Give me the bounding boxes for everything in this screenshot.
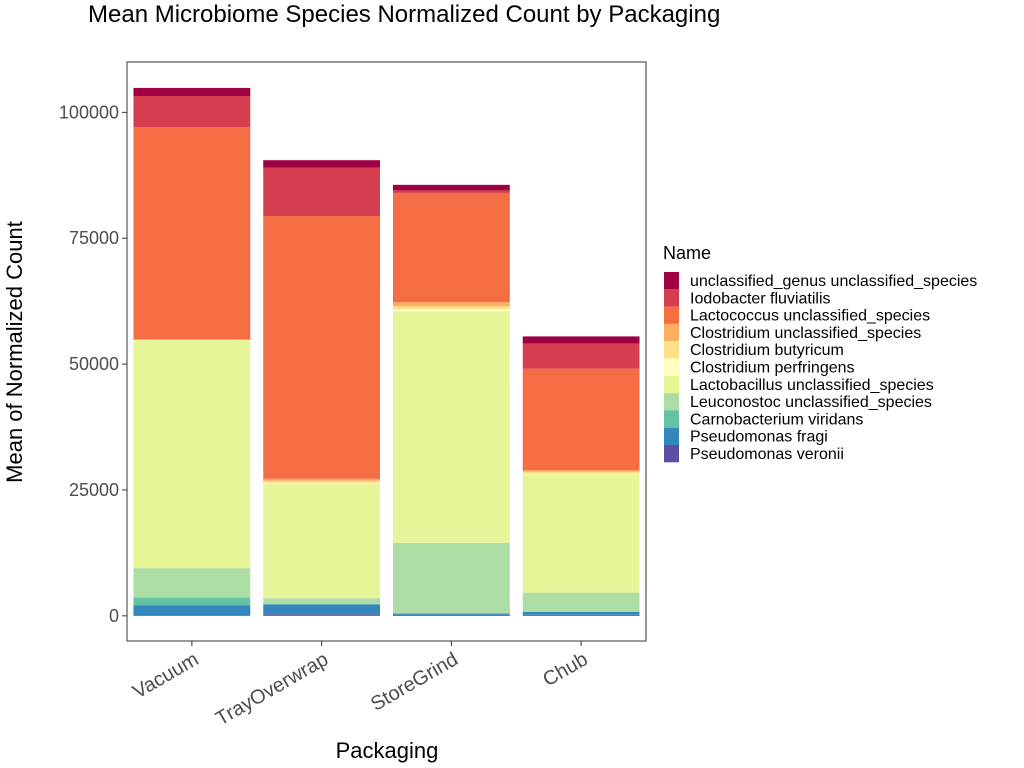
- bar-segment-vacuum-iodobacter-fluviatilis: [133, 95, 251, 128]
- x-tick-label: Chub: [539, 648, 591, 691]
- bar-segment-trayoverwrap-lactococcus-unclassified-species: [263, 216, 381, 479]
- bar-segment-storegrind-leuconostoc-unclassified-species: [392, 542, 510, 613]
- y-tick-label: 0: [109, 606, 119, 626]
- bar-segment-vacuum-unclassified-genus-unclassified-species: [133, 87, 251, 96]
- bar-segment-storegrind-pseudomonas-fragi: [392, 613, 510, 615]
- legend-swatch-clostridium-unclassified-species: [664, 323, 679, 342]
- bar-segment-vacuum-lactococcus-unclassified-species: [133, 127, 251, 340]
- bar-segment-vacuum-lactobacillus-unclassified-species: [133, 340, 251, 569]
- legend-swatch-pseudomonas-veronii: [664, 445, 679, 463]
- x-axis: Vacuum TrayOverwrap StoreGrind Chub: [129, 641, 592, 730]
- bar-segment-trayoverwrap-lactobacillus-unclassified-species: [263, 483, 381, 599]
- y-tick-label: 25000: [69, 480, 119, 500]
- legend-swatch-iodobacter-fluviatilis: [664, 289, 679, 307]
- chart-title: Mean Microbiome Species Normalized Count…: [88, 1, 720, 28]
- bar-segment-trayoverwrap-pseudomonas-veronii: [263, 614, 381, 616]
- bar-segment-chub-clostridium-unclassified-species: [522, 470, 640, 472]
- bars-layer: [133, 87, 640, 616]
- legend-label-clostridium-unclassified-species: Clostridium unclassified_species: [690, 325, 921, 342]
- bar-segment-trayoverwrap-unclassified-genus-unclassified-species: [263, 160, 381, 168]
- legend-swatch-clostridium-perfringens: [664, 358, 679, 376]
- bar-segment-vacuum-leuconostoc-unclassified-species: [133, 568, 251, 598]
- bar-segment-trayoverwrap-clostridium-butyricum: [263, 480, 381, 483]
- bar-segment-storegrind-lactobacillus-unclassified-species: [392, 311, 510, 543]
- legend-label-carnobacterium-viridans: Carnobacterium viridans: [690, 411, 863, 428]
- legend-label-leuconostoc-unclassified-species: Leuconostoc unclassified_species: [690, 394, 932, 411]
- y-axis-title: Mean of Normalized Count: [2, 221, 27, 483]
- bar-segment-storegrind-clostridium-perfringens: [392, 309, 510, 312]
- x-tick-label: TrayOverwrap: [212, 648, 332, 730]
- y-tick-label: 50000: [69, 354, 119, 374]
- legend-title: Name: [663, 243, 711, 263]
- bar-segment-chub-iodobacter-fluviatilis: [522, 343, 640, 369]
- bar-segment-chub-clostridium-butyricum: [522, 471, 640, 474]
- legend-label-iodobacter-fluviatilis: Iodobacter fluviatilis: [690, 290, 831, 307]
- bar-segment-storegrind-unclassified-genus-unclassified-species: [392, 184, 510, 191]
- bar-segment-trayoverwrap-pseudomonas-fragi: [263, 604, 381, 615]
- legend-label-clostridium-butyricum: Clostridium butyricum: [690, 342, 844, 359]
- x-axis-title: Packaging: [336, 738, 439, 763]
- y-axis: 0 25000 50000 75000 100000: [59, 102, 127, 626]
- legend-swatch-unclassified-genus-unclassified-species: [664, 272, 679, 290]
- bar-segment-vacuum-pseudomonas-fragi: [133, 605, 251, 616]
- legend-label-unclassified-genus-unclassified-species: unclassified_genus unclassified_species: [690, 273, 977, 290]
- bar-segment-chub-pseudomonas-fragi: [522, 611, 640, 615]
- bar-segment-vacuum-pseudomonas-veronii: [133, 615, 251, 616]
- bar-segment-chub-lactococcus-unclassified-species: [522, 368, 640, 471]
- legend: Name unclassified_genus unclassified_spe…: [663, 243, 977, 463]
- bar-segment-trayoverwrap-clostridium-perfringens: [263, 482, 381, 484]
- bar-segment-trayoverwrap-iodobacter-fluviatilis: [263, 167, 381, 217]
- x-tick-label: StoreGrind: [367, 648, 462, 715]
- legend-swatch-lactococcus-unclassified-species: [664, 306, 679, 324]
- bar-segment-chub-pseudomonas-veronii: [522, 614, 640, 616]
- bar-segment-storegrind-clostridium-unclassified-species: [392, 302, 510, 307]
- bar-segment-vacuum-carnobacterium-viridans: [133, 597, 251, 606]
- legend-label-pseudomonas-fragi: Pseudomonas fragi: [690, 429, 828, 446]
- legend-swatch-lactobacillus-unclassified-species: [664, 375, 679, 394]
- legend-swatch-carnobacterium-viridans: [664, 410, 679, 428]
- bar-segment-vacuum-clostridium-perfringens: [133, 339, 251, 341]
- legend-swatch-clostridium-butyricum: [664, 341, 679, 359]
- bar-segment-chub-clostridium-perfringens: [522, 473, 640, 475]
- bar-segment-chub-lactobacillus-unclassified-species: [522, 474, 640, 593]
- legend-swatch-leuconostoc-unclassified-species: [664, 393, 679, 411]
- legend-label-clostridium-perfringens: Clostridium perfringens: [690, 360, 855, 377]
- legend-label-pseudomonas-veronii: Pseudomonas veronii: [690, 446, 844, 463]
- bar-segment-chub-leuconostoc-unclassified-species: [522, 592, 640, 612]
- bar-segment-storegrind-carnobacterium-viridans: [392, 612, 510, 614]
- bar-segment-storegrind-clostridium-butyricum: [392, 306, 510, 310]
- bar-segment-storegrind-iodobacter-fluviatilis: [392, 190, 510, 193]
- y-tick-label: 100000: [59, 102, 119, 122]
- bar-segment-trayoverwrap-leuconostoc-unclassified-species: [263, 598, 381, 605]
- x-tick-label: Vacuum: [129, 648, 202, 703]
- y-tick-label: 75000: [69, 228, 119, 248]
- bar-segment-storegrind-lactococcus-unclassified-species: [392, 192, 510, 303]
- legend-label-lactobacillus-unclassified-species: Lactobacillus unclassified_species: [690, 377, 934, 394]
- bar-segment-chub-unclassified-genus-unclassified-species: [522, 336, 640, 344]
- legend-label-lactococcus-unclassified-species: Lactococcus unclassified_species: [690, 308, 930, 325]
- bar-segment-storegrind-pseudomonas-veronii: [392, 614, 510, 616]
- legend-swatch-pseudomonas-fragi: [664, 427, 679, 445]
- bar-segment-trayoverwrap-clostridium-unclassified-species: [263, 478, 381, 481]
